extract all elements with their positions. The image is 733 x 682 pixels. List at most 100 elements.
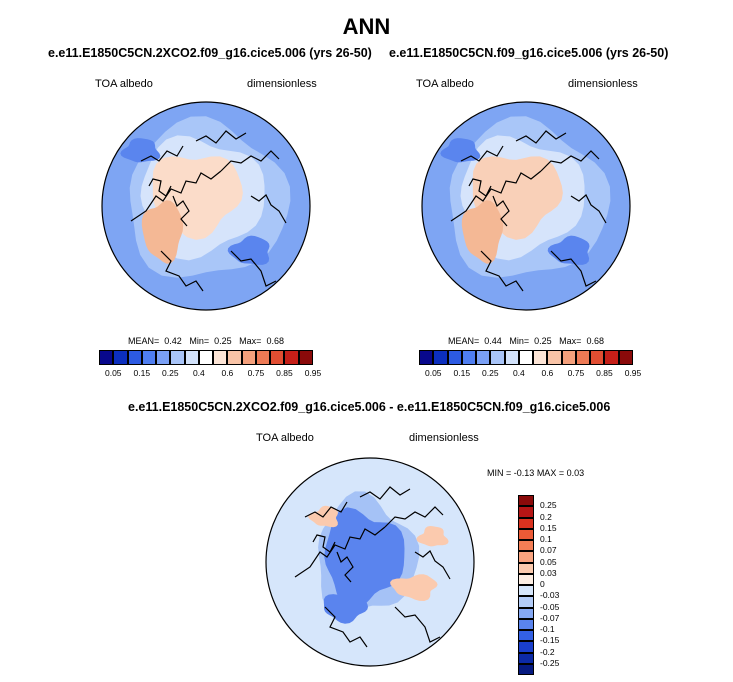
diff-colorbar-swatch xyxy=(518,618,534,630)
panel1-units-label: dimensionless xyxy=(247,78,317,90)
panel1-colorbar-swatch xyxy=(156,350,171,365)
panel1-colorbar-swatch xyxy=(255,350,271,365)
panel2-colorbar-tick-label: 0.05 xyxy=(424,368,442,378)
diff-colorbar-swatch xyxy=(518,573,534,585)
panel1-colorbar-swatch xyxy=(184,350,199,365)
increase-patch xyxy=(390,574,438,601)
diff-colorbar-tick-label: 0 xyxy=(540,579,545,589)
panel2-units-label: dimensionless xyxy=(568,78,638,90)
panel1-colorbar-tick-label: 0.85 xyxy=(276,368,293,378)
panel1-colorbar xyxy=(99,350,313,365)
diff-colorbar-tick-label: 0.03 xyxy=(540,567,557,578)
increase-patch xyxy=(416,526,449,547)
map-field xyxy=(422,102,630,310)
panel1-colorbar-tick-label: 0.4 xyxy=(192,368,205,378)
map-border xyxy=(101,101,311,311)
panel1-max-value: 0.68 xyxy=(266,336,284,346)
diff-colorbar-tick-label: 0.1 xyxy=(540,534,552,544)
diff-colorbar-swatch xyxy=(518,540,534,552)
panel1-colorbar-tick-label: 0.05 xyxy=(104,368,122,378)
map-border xyxy=(421,101,631,311)
coastline xyxy=(460,145,504,162)
panel1-mean-label: MEAN= xyxy=(128,336,160,346)
diff-colorbar-swatch xyxy=(518,506,534,518)
panel2-colorbar-swatch xyxy=(490,350,505,365)
diff-units-label: dimensionless xyxy=(409,432,479,444)
diff-colorbar-tick-label: 0.25 xyxy=(540,500,557,511)
panel1-colorbar-tick-label: 0.6 xyxy=(221,368,234,378)
diff-colorbar-swatch xyxy=(518,641,534,653)
panel2-colorbar-tick-label: 0.85 xyxy=(596,368,613,378)
panel1-min-value: 0.25 xyxy=(214,336,232,346)
coastline xyxy=(172,195,190,227)
panel2-colorbar-tick-label: 0.95 xyxy=(624,368,642,378)
map-field xyxy=(266,458,474,666)
coastline xyxy=(515,130,567,144)
panel1-colorbar-tick-label: 0.75 xyxy=(247,368,265,378)
panel1-max-label: Max= xyxy=(239,336,262,346)
panel2-colorbar-swatch xyxy=(504,350,519,365)
panel1-colorbar-swatch xyxy=(99,350,114,365)
coastline xyxy=(492,195,510,227)
diff-max-label: MAX = xyxy=(536,468,565,478)
panel2-colorbar-swatch xyxy=(533,350,548,365)
coastline xyxy=(130,170,222,222)
panel2-colorbar-tick-label: 0.15 xyxy=(453,368,471,378)
diff-colorbar-tick-label: -0.1 xyxy=(540,624,555,634)
diff-colorbar-swatch xyxy=(518,630,534,642)
diff-colorbar-swatch xyxy=(518,596,534,608)
diff-title: e.e11.E1850C5CN.2XCO2.f09_g16.cice5.006 … xyxy=(128,400,611,414)
panel1-mean-value: 0.42 xyxy=(164,336,182,346)
panel1-min-label: Min= xyxy=(189,336,210,346)
panel2-colorbar xyxy=(419,350,633,365)
panel1-case-title: e.e11.E1850C5CN.2XCO2.f09_g16.cice5.006 … xyxy=(48,46,372,60)
coastline xyxy=(220,150,280,172)
coastline xyxy=(148,178,172,197)
panel1-colorbar-swatch xyxy=(127,350,142,365)
panel1-colorbar-swatch xyxy=(270,350,285,365)
diff-min-value: -0.13 xyxy=(513,468,535,478)
diff-colorbar-swatch xyxy=(518,551,534,563)
panel1-colorbar-swatch xyxy=(141,350,157,365)
diff-colorbar-swatch xyxy=(518,562,534,574)
diff-colorbar-swatch xyxy=(518,585,534,597)
panel2-variable-label: TOA albedo xyxy=(416,78,474,90)
main-title: ANN xyxy=(342,14,391,39)
coastline xyxy=(160,250,204,292)
panel2-colorbar-swatch xyxy=(561,350,576,365)
diff-colorbar-tick-label: -0.05 xyxy=(540,601,560,612)
map-field xyxy=(102,102,310,310)
panel2-mean-label: MEAN= xyxy=(448,336,480,346)
panel2-colorbar-swatch xyxy=(547,350,562,365)
map-border xyxy=(265,457,475,667)
diff-colorbar-tick-label: 0.2 xyxy=(540,511,552,522)
diff-colorbar-swatch xyxy=(518,607,534,619)
diff-colorbar-tick-label: 0.15 xyxy=(540,522,557,533)
panel2-colorbar-swatch xyxy=(419,350,434,365)
panel1-colorbar-swatch xyxy=(241,350,256,365)
coastline xyxy=(540,150,600,172)
panel1-colorbar-ticks: 0.05 0.15 0.25 0.4 0.6 0.75 0.85 0.95 xyxy=(99,368,321,380)
panel1-colorbar-tick-label: 0.25 xyxy=(162,368,179,378)
coastline xyxy=(468,178,492,197)
diff-colorbar-swatch xyxy=(518,495,534,507)
coastline xyxy=(250,194,287,224)
diff-colorbar-ticks: 0.25 0.2 0.15 0.1 0.07 0.05 0.03 0 -0.03 -0.05 -0.… xyxy=(540,495,580,675)
panel1-colorbar-swatch xyxy=(113,350,128,365)
sea-ice-decrease xyxy=(324,507,405,610)
panel2-colorbar-tick-label: 0.6 xyxy=(541,368,554,378)
coastline xyxy=(336,551,354,583)
diff-colorbar-swatch xyxy=(518,652,534,664)
coastline xyxy=(550,250,597,287)
diff-min-label: MIN = xyxy=(487,468,512,478)
panel2-case-title: e.e11.E1850C5CN.f09_g16.cice5.006 (yrs 2… xyxy=(389,46,669,60)
coastline xyxy=(140,145,184,162)
coastline xyxy=(450,170,542,222)
panel2-max-value: 0.68 xyxy=(586,336,604,346)
coastline xyxy=(294,526,386,578)
panel1-colorbar-swatch xyxy=(284,350,299,365)
diff-colorbar-swatch xyxy=(518,528,534,540)
coastline xyxy=(195,130,247,144)
diff-stats: MIN = -0.13 MAX = 0.03 xyxy=(487,468,584,478)
panel1-colorbar-tick-label: 0.95 xyxy=(304,368,322,378)
